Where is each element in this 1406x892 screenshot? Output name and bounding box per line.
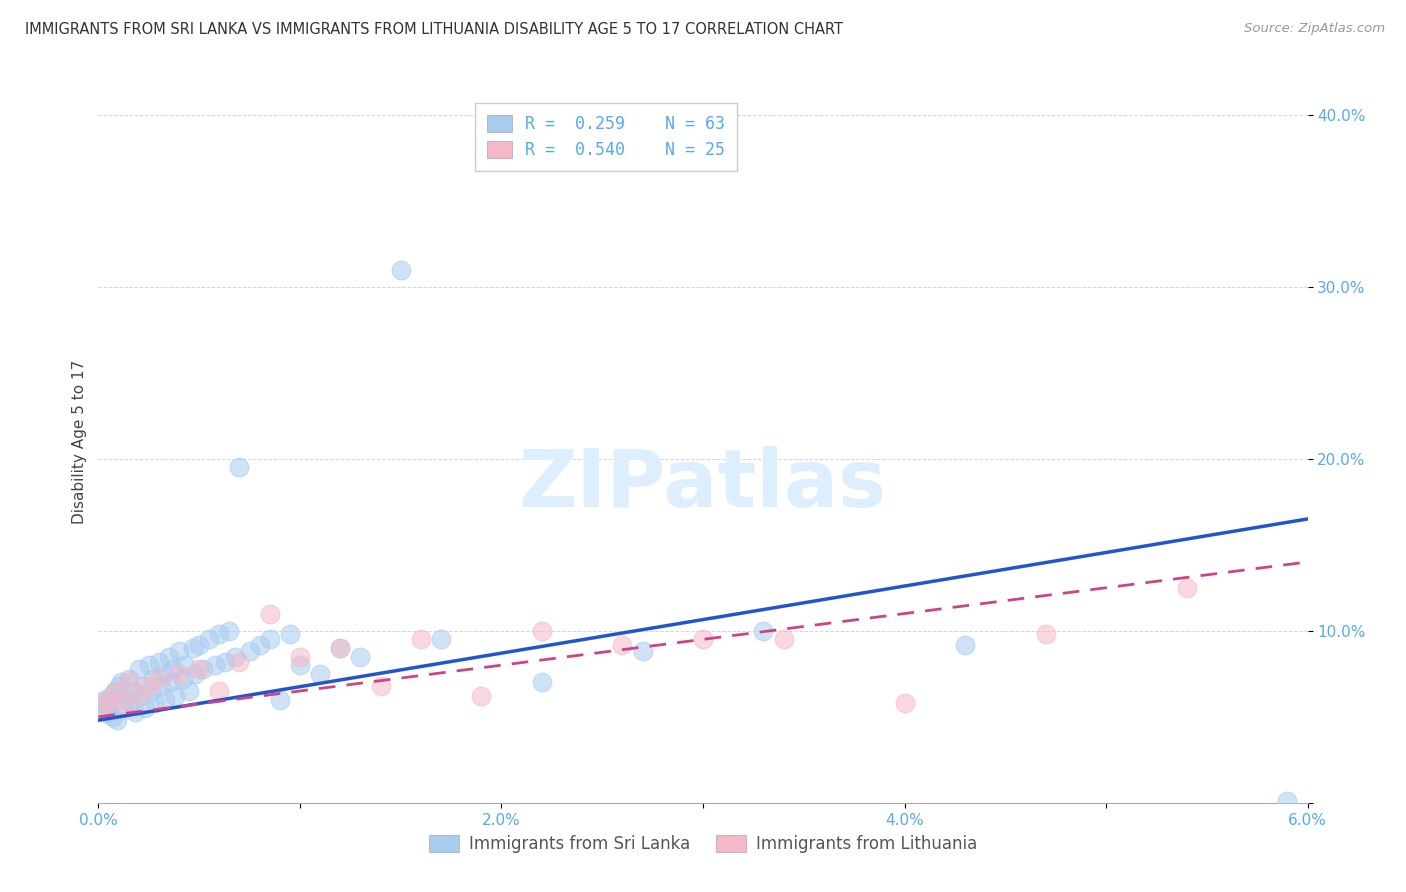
Point: [249, 638, 271, 652]
Point: [329, 640, 352, 655]
Point: [409, 632, 432, 647]
Point: [181, 640, 204, 655]
Point: [107, 679, 129, 693]
Point: [103, 684, 125, 698]
Point: [128, 662, 150, 676]
Point: [239, 644, 262, 658]
Point: [160, 675, 183, 690]
Point: [138, 679, 160, 693]
Point: [167, 666, 190, 681]
Point: [218, 624, 240, 638]
Point: [184, 666, 207, 681]
Point: [530, 624, 553, 638]
Point: [118, 675, 141, 690]
Point: [157, 649, 180, 664]
Point: [224, 649, 246, 664]
Point: [752, 624, 775, 638]
Point: [96, 706, 118, 721]
Legend: Immigrants from Sri Lanka, Immigrants from Lithuania: Immigrants from Sri Lanka, Immigrants fr…: [423, 828, 983, 860]
Point: [162, 662, 184, 676]
Point: [172, 672, 194, 686]
Point: [1035, 627, 1057, 641]
Point: [612, 638, 634, 652]
Point: [139, 684, 162, 698]
Text: Source: ZipAtlas.com: Source: ZipAtlas.com: [1244, 22, 1385, 36]
Text: IMMIGRANTS FROM SRI LANKA VS IMMIGRANTS FROM LITHUANIA DISABILITY AGE 5 TO 17 CO: IMMIGRANTS FROM SRI LANKA VS IMMIGRANTS …: [25, 22, 844, 37]
Point: [1175, 581, 1198, 595]
Point: [111, 701, 134, 715]
Point: [772, 632, 794, 647]
Point: [167, 644, 190, 658]
Point: [288, 649, 311, 664]
Point: [349, 649, 371, 664]
Point: [228, 460, 250, 475]
Point: [103, 684, 125, 698]
Point: [188, 662, 211, 676]
Point: [148, 655, 170, 669]
Point: [389, 262, 412, 277]
Point: [129, 689, 152, 703]
Point: [163, 689, 186, 703]
Point: [118, 672, 141, 686]
Point: [138, 658, 160, 673]
Point: [174, 658, 197, 673]
Point: [153, 692, 176, 706]
Point: [188, 638, 211, 652]
Point: [193, 662, 215, 676]
Point: [114, 692, 136, 706]
Point: [198, 632, 221, 647]
Point: [208, 684, 231, 698]
Y-axis label: Disability Age 5 to 17: Disability Age 5 to 17: [72, 359, 87, 524]
Point: [309, 666, 332, 681]
Point: [134, 701, 156, 715]
Point: [179, 684, 201, 698]
Point: [370, 679, 392, 693]
Text: ZIPatlas: ZIPatlas: [519, 446, 887, 524]
Point: [124, 705, 146, 719]
Point: [93, 692, 115, 706]
Point: [149, 679, 172, 693]
Point: [430, 632, 453, 647]
Point: [893, 696, 915, 710]
Point: [259, 632, 281, 647]
Point: [278, 627, 301, 641]
Point: [142, 672, 165, 686]
Point: [120, 696, 142, 710]
Point: [91, 696, 114, 710]
Point: [530, 675, 553, 690]
Point: [288, 658, 311, 673]
Point: [953, 638, 976, 652]
Point: [228, 655, 250, 669]
Point: [329, 640, 352, 655]
Point: [128, 689, 150, 703]
Point: [111, 696, 134, 710]
Point: [110, 675, 132, 690]
Point: [132, 679, 155, 693]
Point: [97, 701, 120, 715]
Point: [269, 692, 291, 706]
Point: [692, 632, 714, 647]
Point: [631, 644, 654, 658]
Point: [91, 701, 114, 715]
Point: [97, 692, 120, 706]
Point: [470, 689, 492, 703]
Point: [105, 713, 128, 727]
Point: [101, 710, 124, 724]
Point: [204, 658, 226, 673]
Point: [100, 689, 122, 703]
Point: [152, 666, 174, 681]
Point: [259, 607, 281, 621]
Point: [143, 696, 166, 710]
Point: [214, 655, 236, 669]
Point: [148, 672, 170, 686]
Point: [1277, 794, 1299, 808]
Point: [208, 627, 231, 641]
Point: [121, 684, 143, 698]
